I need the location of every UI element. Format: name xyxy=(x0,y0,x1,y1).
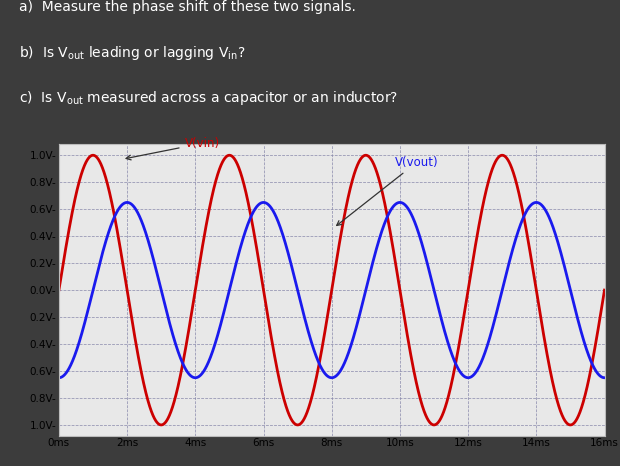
Text: c)  Is V$_{\mathregular{out}}$ measured across a capacitor or an inductor?: c) Is V$_{\mathregular{out}}$ measured a… xyxy=(19,89,398,107)
Text: a)  Measure the phase shift of these two signals.: a) Measure the phase shift of these two … xyxy=(19,0,355,14)
Text: V(vin): V(vin) xyxy=(126,137,219,160)
Text: b)  Is V$_{\mathregular{out}}$ leading or lagging V$_{\mathregular{in}}$?: b) Is V$_{\mathregular{out}}$ leading or… xyxy=(19,44,245,62)
Text: V(vout): V(vout) xyxy=(337,156,439,226)
